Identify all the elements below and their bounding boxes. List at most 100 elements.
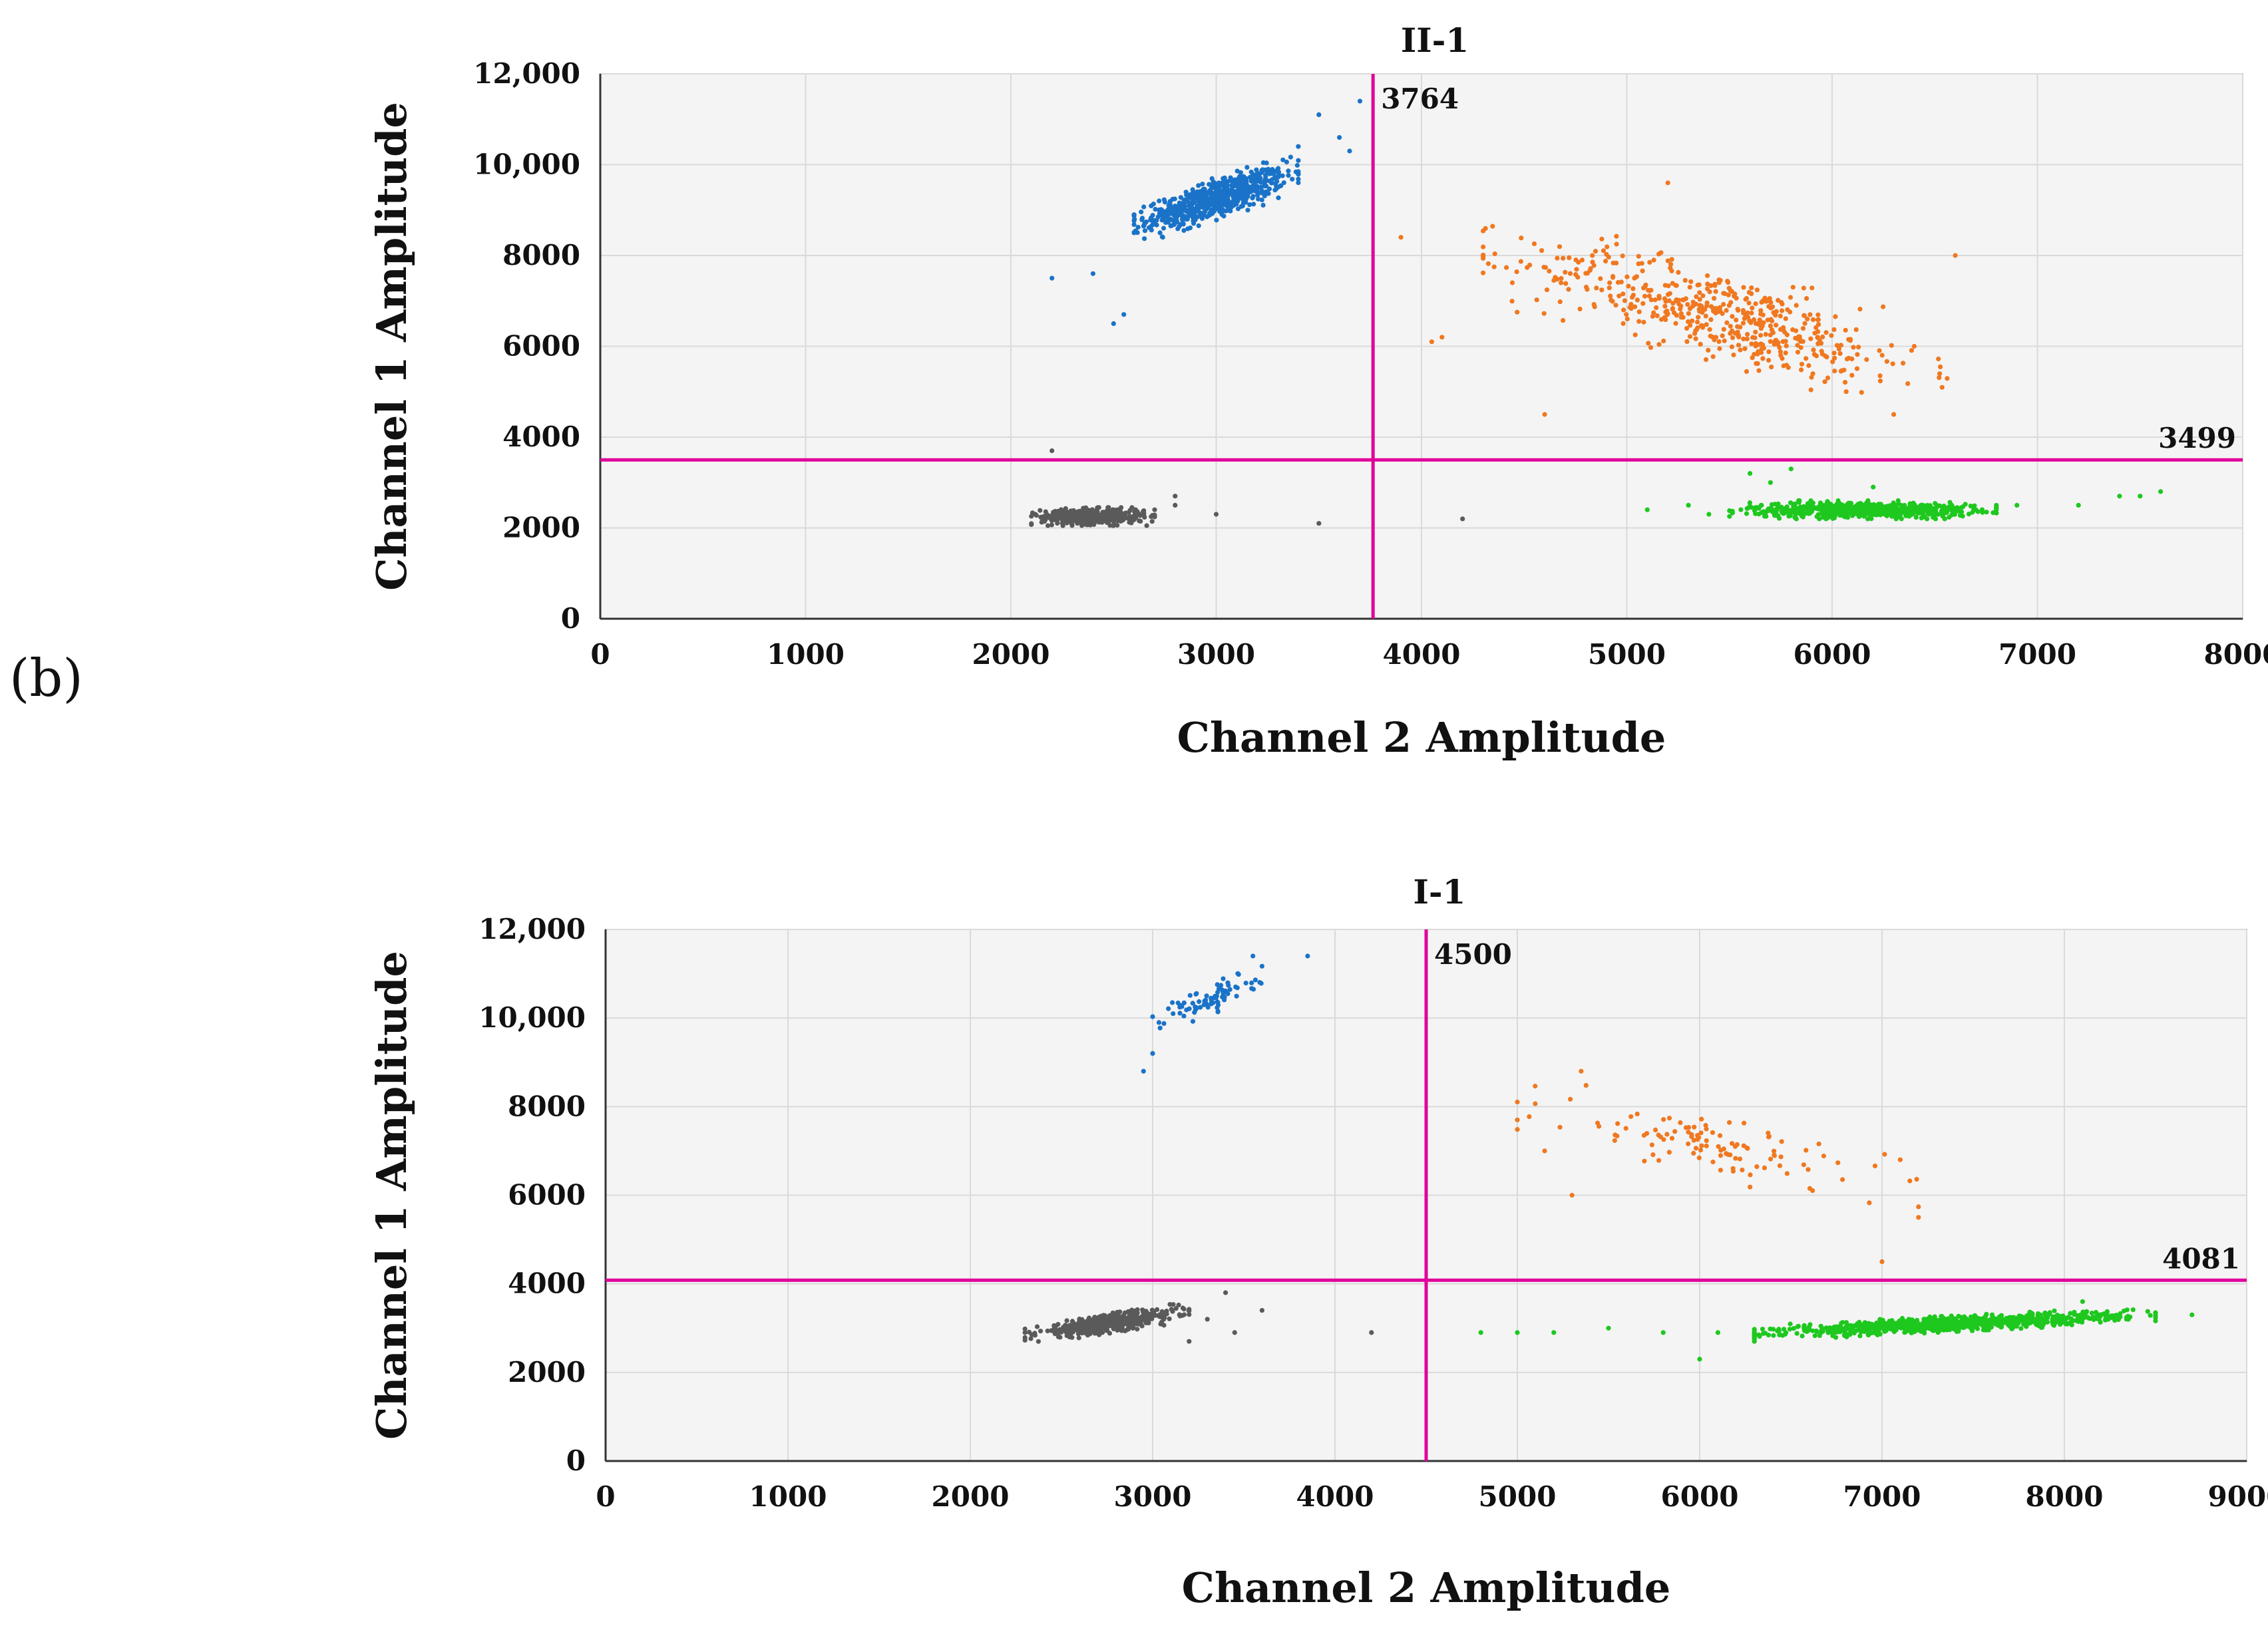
data-point	[1460, 516, 1465, 522]
data-point	[1653, 1127, 1658, 1132]
data-point	[1905, 381, 1911, 387]
data-point	[1606, 285, 1612, 291]
data-point	[1296, 144, 1301, 149]
data-point	[1561, 255, 1566, 261]
data-point	[1788, 295, 1794, 300]
data-point	[1085, 515, 1091, 520]
data-point	[1171, 205, 1177, 210]
data-point	[1996, 1319, 2001, 1324]
data-point	[1316, 521, 1322, 526]
data-point	[1238, 170, 1243, 175]
data-point	[1209, 186, 1215, 191]
data-point	[1632, 332, 1638, 337]
data-point	[1220, 207, 1225, 212]
data-point	[1670, 301, 1676, 306]
data-point	[1196, 190, 1201, 196]
data-point	[1055, 508, 1061, 514]
data-point	[1696, 1155, 1702, 1160]
data-point	[2084, 1309, 2089, 1315]
data-point	[1110, 1310, 1115, 1315]
data-point	[1758, 326, 1764, 331]
data-point	[1730, 1141, 1735, 1146]
data-point	[1867, 506, 1873, 512]
data-point	[1557, 299, 1563, 305]
data-point	[1905, 1326, 1910, 1331]
cluster-Ch1+Ch2+	[1515, 1068, 1921, 1264]
data-point	[1656, 293, 1662, 299]
data-point	[1669, 1136, 1675, 1141]
data-point	[1822, 379, 1827, 385]
data-point	[1509, 299, 1515, 304]
data-point	[1832, 508, 1837, 514]
data-point	[1650, 1152, 1656, 1158]
data-point	[1227, 207, 1232, 212]
data-point	[1111, 321, 1116, 326]
data-point	[1790, 285, 1796, 290]
data-point	[1755, 351, 1760, 357]
data-point	[1228, 201, 1233, 207]
data-point	[1694, 327, 1700, 332]
data-point	[1704, 322, 1709, 327]
data-point	[1901, 361, 1906, 366]
data-point	[1752, 1335, 1757, 1341]
data-point	[1661, 338, 1666, 344]
data-point	[1217, 986, 1222, 991]
data-point	[1481, 252, 1486, 257]
data-point	[1193, 1004, 1198, 1010]
data-point	[1877, 373, 1883, 379]
cluster-Ch1-Ch2+	[1644, 466, 2164, 522]
data-point	[1199, 216, 1205, 221]
data-point	[1909, 1324, 1915, 1329]
data-point	[1568, 1096, 1573, 1102]
data-point	[1286, 173, 1291, 178]
data-point	[1111, 523, 1116, 528]
data-point	[1634, 297, 1640, 303]
data-point	[1141, 509, 1146, 514]
data-point	[1875, 1328, 1881, 1333]
data-point	[1567, 271, 1573, 276]
data-point	[1569, 1192, 1575, 1198]
data-point	[1705, 281, 1710, 287]
data-point	[1715, 1330, 1720, 1335]
data-point	[1687, 285, 1692, 290]
data-point	[1727, 514, 1732, 519]
data-point	[1177, 1313, 1183, 1319]
data-point	[1797, 511, 1803, 516]
data-point	[2116, 1314, 2122, 1319]
data-point	[1844, 357, 1850, 362]
data-point	[1258, 184, 1264, 190]
data-point	[1644, 507, 1650, 512]
data-point	[1071, 511, 1077, 516]
data-point	[1760, 298, 1766, 303]
data-point	[1069, 521, 1074, 526]
data-point	[1888, 1325, 1893, 1331]
data-point	[1725, 279, 1730, 284]
data-point	[1778, 313, 1783, 319]
data-point	[1189, 204, 1195, 210]
data-point	[1583, 271, 1589, 276]
data-point	[1176, 1302, 1181, 1308]
data-point	[1090, 271, 1095, 276]
data-point	[1213, 512, 1219, 517]
data-point	[1539, 248, 1545, 253]
data-point	[1768, 323, 1773, 329]
data-point	[1914, 1176, 1919, 1182]
data-point	[1855, 1321, 1860, 1327]
y-axis-label: Channel 1 Amplitude	[367, 102, 416, 591]
data-point	[1597, 1124, 1602, 1129]
data-point	[1131, 1311, 1137, 1317]
data-point	[1804, 296, 1809, 301]
data-point	[1256, 196, 1261, 202]
data-point	[1778, 327, 1784, 332]
data-point	[1988, 1325, 1994, 1330]
data-point	[1851, 504, 1857, 510]
data-point	[1666, 1150, 1672, 1155]
data-point	[1927, 1325, 1932, 1331]
data-point	[1796, 500, 1801, 505]
data-point	[1579, 1068, 1584, 1074]
y-tick-label: 8000	[508, 1090, 586, 1122]
data-point	[1843, 1326, 1849, 1331]
data-point	[1734, 317, 1739, 323]
data-point	[1836, 347, 1841, 352]
